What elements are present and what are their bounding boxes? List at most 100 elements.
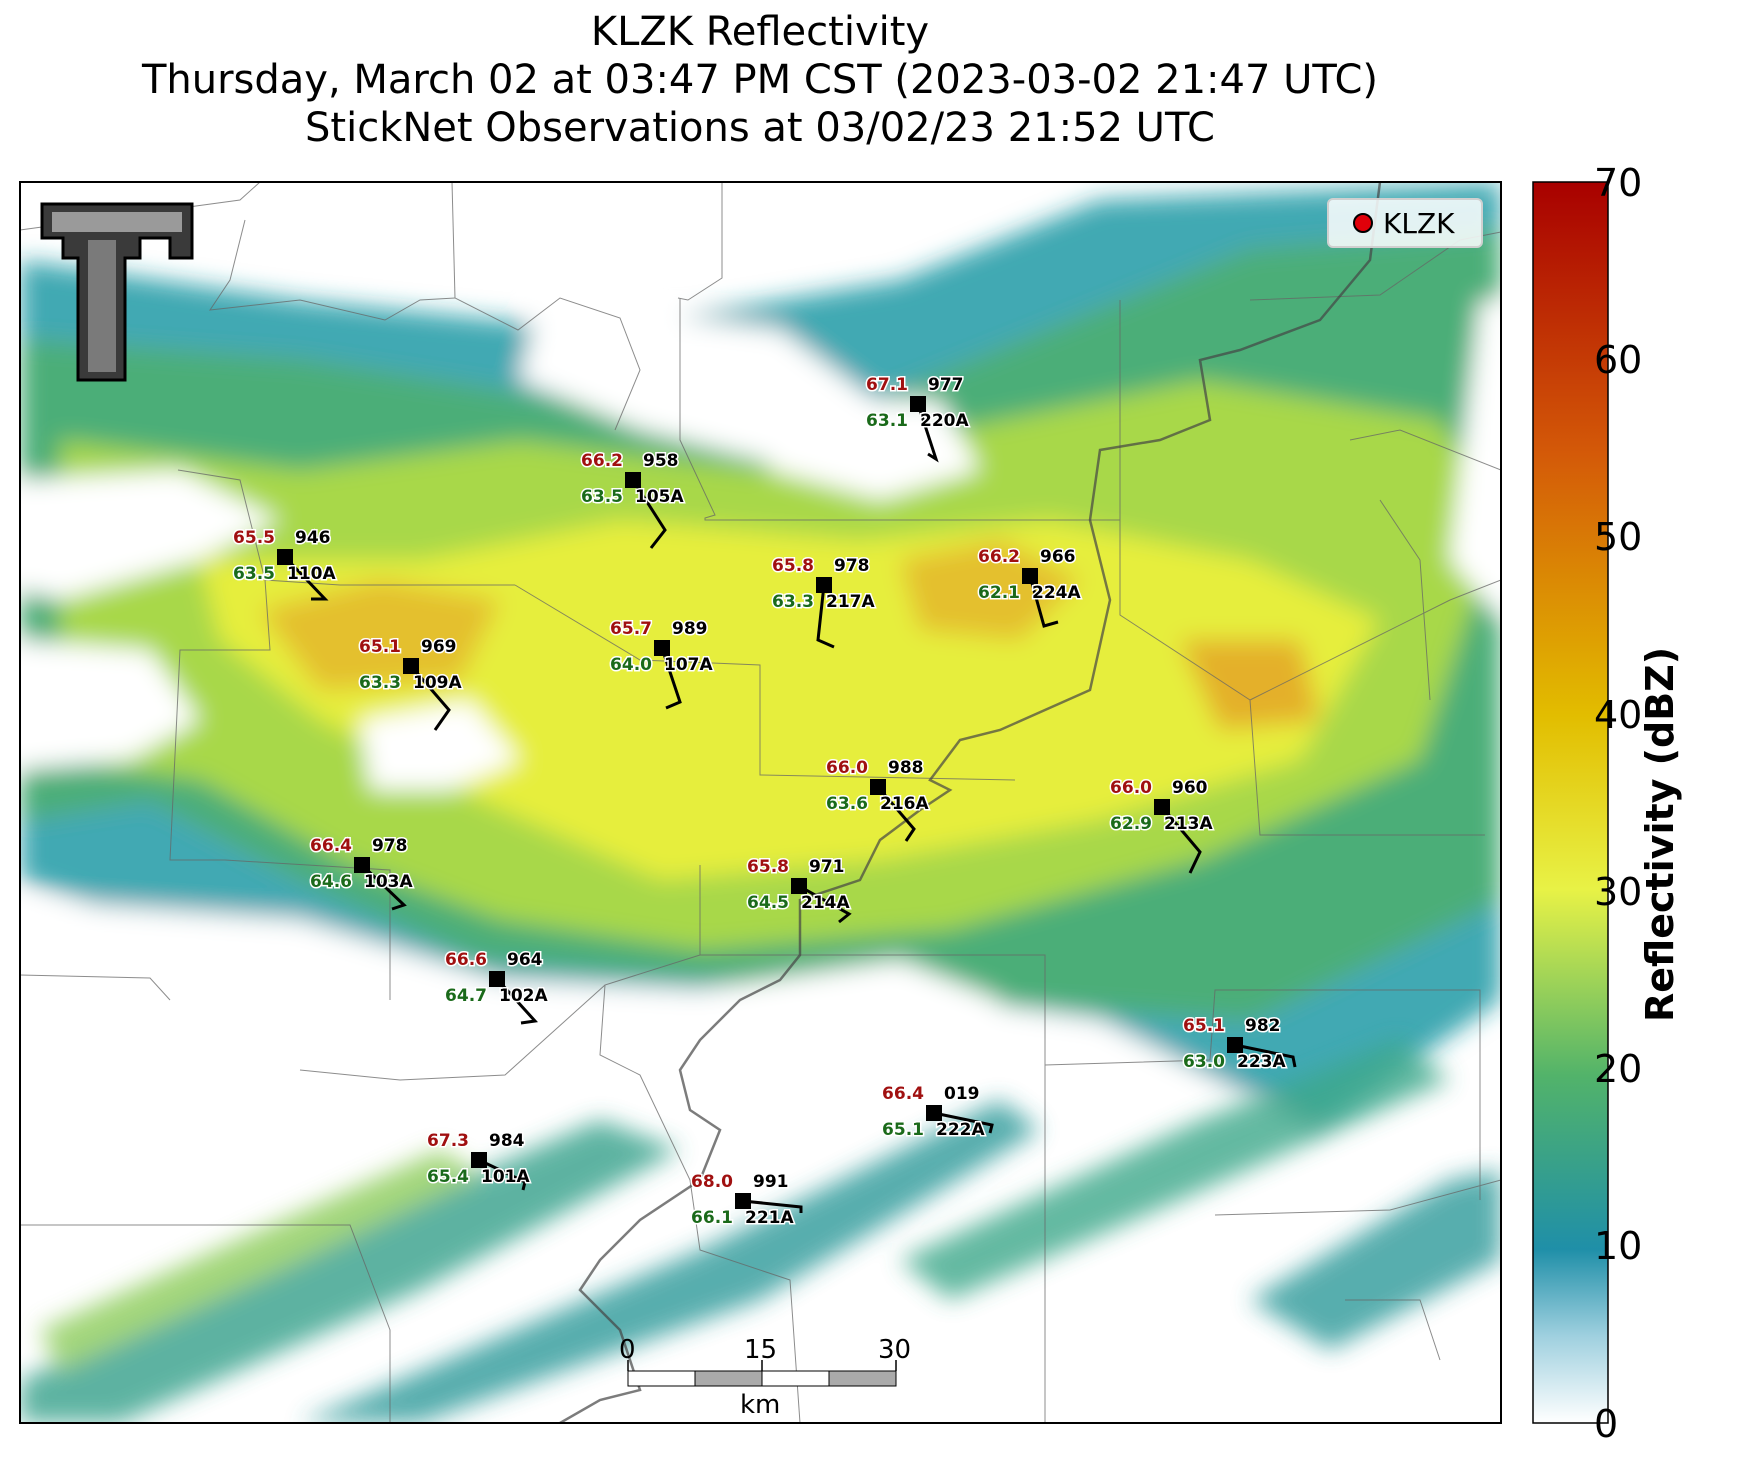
temperature-label: 66.6 — [445, 950, 487, 970]
station-marker — [735, 1193, 751, 1209]
wind-barb — [816, 584, 835, 649]
temperature-label: 65.8 — [772, 556, 814, 576]
station-marker — [625, 472, 641, 488]
station-marker — [910, 396, 926, 412]
station-id-label: 109A — [413, 673, 462, 693]
temperature-label: 66.4 — [310, 836, 352, 856]
scale-tick-30: 30 — [878, 1335, 912, 1365]
station-marker — [277, 549, 293, 565]
station-223A: 65.1 982 63.0 223A — [1182, 1015, 1297, 1074]
dewpoint-label: 63.3 — [359, 673, 401, 693]
dewpoint-label: 62.1 — [978, 583, 1020, 603]
scale-bar — [627, 1360, 897, 1387]
station-marker — [1227, 1037, 1243, 1053]
temperature-label: 65.7 — [610, 619, 652, 639]
title-line-1: KLZK Reflectivity — [590, 9, 930, 55]
station-marker — [926, 1105, 942, 1121]
pressure-label: 971 — [809, 857, 845, 877]
wind-barb — [283, 555, 329, 601]
temperature-label: 67.1 — [866, 375, 908, 395]
temperature-label: 68.0 — [691, 1172, 733, 1192]
station-110A: 65.5 946 63.5 110A — [232, 527, 338, 601]
scale-unit: km — [740, 1390, 781, 1420]
station-214A: 65.8 971 64.5 214A — [746, 856, 852, 924]
station-id-label: 107A — [664, 655, 713, 675]
scale-tick-15: 15 — [744, 1335, 778, 1365]
texas-tech-logo — [40, 202, 194, 382]
wind-barb — [933, 1111, 994, 1134]
station-marker — [403, 658, 419, 674]
station-224A: 66.2 966 62.1 224A — [977, 546, 1083, 628]
legend: KLZK — [1327, 198, 1483, 248]
plot-frame — [19, 181, 1502, 1424]
temperature-label: 66.0 — [1110, 778, 1152, 798]
station-marker — [816, 577, 832, 593]
wind-barb — [742, 1199, 803, 1213]
dewpoint-label: 64.5 — [747, 893, 789, 913]
station-101A: 67.3 984 65.4 101A — [426, 1130, 532, 1191]
dewpoint-label: 64.7 — [445, 986, 487, 1006]
pressure-label: 969 — [421, 637, 457, 657]
wind-barb — [1028, 575, 1059, 628]
station-220A: 67.1 977 63.1 220A — [865, 374, 971, 463]
colorbar-tick: 20 — [1594, 1047, 1643, 1091]
station-id-label: 222A — [936, 1120, 985, 1140]
colorbar-tick: 50 — [1594, 515, 1643, 559]
station-id-label: 105A — [635, 487, 684, 507]
station-marker — [489, 971, 505, 987]
station-id-label: 102A — [499, 986, 548, 1006]
colorbar-tick: 10 — [1594, 1224, 1643, 1268]
pressure-label: 982 — [1245, 1016, 1281, 1036]
title-block: KLZK Reflectivity Thursday, March 02 at … — [0, 8, 1520, 152]
dewpoint-label: 63.5 — [233, 564, 275, 584]
station-id-label: 220A — [920, 411, 969, 431]
pressure-label: 019 — [944, 1084, 980, 1104]
reflectivity-field — [20, 182, 1501, 1423]
colorbar-tick: 0 — [1594, 1402, 1619, 1446]
pressure-label: 964 — [507, 950, 543, 970]
station-id-label: 224A — [1032, 583, 1081, 603]
pressure-label: 977 — [928, 375, 964, 395]
station-id-label: 223A — [1237, 1052, 1286, 1072]
colorbar — [1532, 181, 1609, 1424]
station-id-label: 101A — [481, 1167, 530, 1187]
station-marker — [870, 779, 886, 795]
wind-barb — [409, 665, 451, 731]
station-217A: 65.8 978 63.3 217A — [771, 555, 877, 649]
station-107A: 65.7 989 64.0 107A — [609, 618, 715, 710]
temperature-label: 65.8 — [747, 857, 789, 877]
station-id-label: 216A — [880, 794, 929, 814]
county-boundaries — [20, 182, 1501, 1423]
pressure-label: 989 — [672, 619, 708, 639]
temperature-label: 67.3 — [427, 1131, 469, 1151]
wind-barb — [631, 479, 667, 549]
legend-label: KLZK — [1383, 206, 1455, 240]
pressure-label: 958 — [643, 451, 679, 471]
station-id-label: 110A — [287, 564, 336, 584]
station-id-label: 221A — [745, 1208, 794, 1228]
dewpoint-label: 65.4 — [427, 1167, 469, 1187]
wind-barb — [360, 863, 407, 911]
colorbar-tick: 70 — [1594, 161, 1643, 205]
station-id-label: 103A — [364, 872, 413, 892]
wind-barb — [1234, 1043, 1297, 1068]
temperature-label: 66.0 — [826, 758, 868, 778]
station-id-label: 217A — [826, 592, 875, 612]
station-102A: 66.6 964 64.7 102A — [444, 949, 550, 1025]
wind-barb — [1160, 806, 1202, 874]
colorbar-tick: 40 — [1594, 693, 1643, 737]
dewpoint-label: 62.9 — [1110, 814, 1152, 834]
pressure-label: 946 — [295, 528, 331, 548]
wind-barb — [495, 977, 539, 1025]
pressure-label: 966 — [1040, 547, 1076, 567]
wind-barb — [660, 647, 682, 710]
station-marker — [354, 857, 370, 873]
wind-barb — [876, 786, 916, 842]
pressure-label: 988 — [888, 758, 924, 778]
pressure-label: 960 — [1172, 778, 1208, 798]
temperature-label: 66.2 — [978, 547, 1020, 567]
pressure-label: 978 — [372, 836, 408, 856]
temperature-label: 65.5 — [233, 528, 275, 548]
pressure-label: 991 — [753, 1172, 789, 1192]
